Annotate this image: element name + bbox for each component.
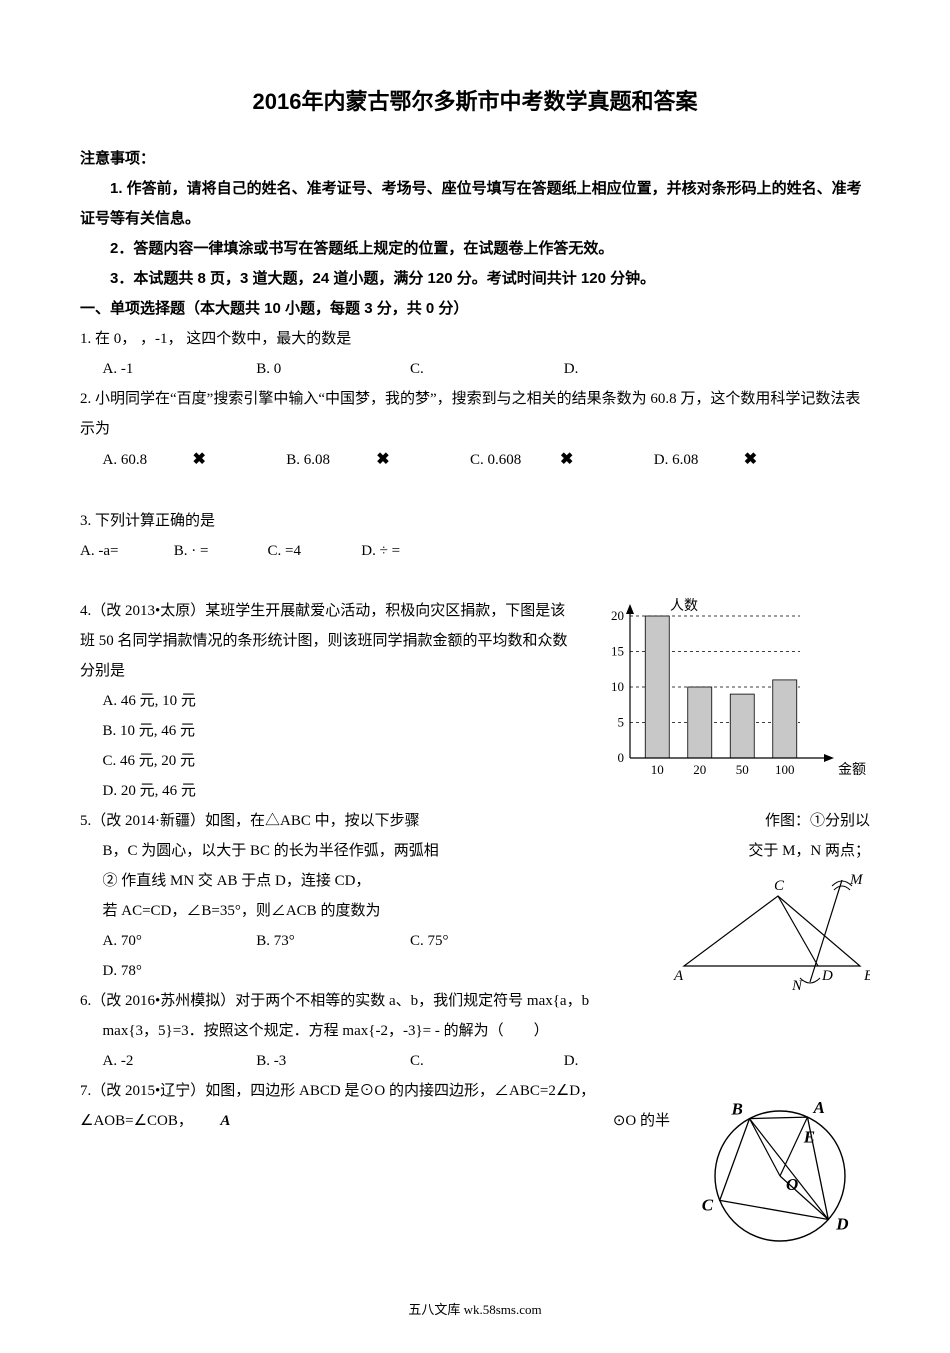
q2-text: 2. 小明同学在“百度”搜索引擎中输入“中国梦，我的梦”，搜索到与之相关的结果条… — [80, 384, 870, 444]
q3-opt-d: D. ÷ = — [361, 536, 451, 566]
triangle-figure: A B C D M N — [670, 866, 870, 1007]
svg-text:B: B — [864, 968, 870, 984]
q2-options: A. 60.8✖ B. 6.08✖ C. 0.608✖ D. 6.08✖ — [80, 444, 870, 476]
q3-opt-b: B. · = — [174, 536, 264, 566]
notes-header: 注意事项： — [80, 144, 870, 174]
svg-text:100: 100 — [775, 762, 795, 777]
q3-text: 3. 下列计算正确的是 — [80, 506, 870, 536]
multiply-icon: ✖ — [744, 444, 834, 476]
q5-r1: 作图：①分别以 — [765, 806, 870, 836]
note-2: 2．答题内容一律填涂或书写在答题纸上规定的位置，在试题卷上作答无效。 — [80, 234, 870, 264]
multiply-icon: ✖ — [376, 444, 466, 476]
q5-opt-a: A. 70° — [103, 926, 253, 956]
svg-text:20: 20 — [611, 608, 624, 623]
q2-opt-b: B. 6.08✖ — [286, 444, 466, 476]
svg-text:金额（元）: 金额（元） — [838, 762, 870, 778]
q3-opt-c: C. =4 — [268, 536, 358, 566]
svg-text:C: C — [702, 1195, 714, 1214]
q5-opt-b: B. 73° — [256, 926, 406, 956]
bar-chart: 人数 0 5 10 15 20 10 20 50 100 金额（元） — [590, 596, 870, 797]
q3-opt-a: A. -a= — [80, 536, 170, 566]
circle-svg: A B C D O E — [680, 1076, 870, 1256]
q6-opt-a: A. -2 — [103, 1046, 253, 1076]
q1-opt-d: D. — [564, 354, 714, 384]
q5-opt-d: D. 78° — [103, 956, 253, 986]
q1-opt-c: C. — [410, 354, 560, 384]
q6-opt-b: B. -3 — [256, 1046, 406, 1076]
q7-text-right: ⊙O 的半 — [613, 1106, 670, 1136]
q5-line2: B，C 为圆心，以大于 BC 的长为半径作弧，两弧相 交于 M，N 两点； — [80, 836, 870, 866]
q6-opt-c: C. — [410, 1046, 560, 1076]
triangle-svg: A B C D M N — [670, 866, 870, 996]
q6-line2: max{3，5}=3．按照这个规定．方程 max{-2，-3}= - 的解为（ … — [80, 1016, 870, 1046]
svg-text:E: E — [803, 1128, 815, 1147]
doc-title: 2016年内蒙古鄂尔多斯市中考数学真题和答案 — [80, 80, 870, 124]
svg-text:D: D — [821, 968, 833, 984]
bar-chart-svg: 人数 0 5 10 15 20 10 20 50 100 金额（元） — [590, 596, 870, 786]
svg-text:B: B — [730, 1100, 742, 1119]
q2-opt-d: D. 6.08✖ — [654, 444, 834, 476]
q6-opt-d: D. — [564, 1046, 714, 1076]
circle-figure: A B C D O E — [680, 1076, 870, 1267]
note-1: 1. 作答前，请将自己的姓名、准考证号、考场号、座位号填写在答题纸上相应位置，并… — [80, 174, 870, 234]
multiply-icon: ✖ — [193, 444, 283, 476]
q1-options: A. -1 B. 0 C. D. — [80, 354, 870, 384]
svg-text:A: A — [673, 968, 684, 984]
svg-text:N: N — [791, 978, 803, 994]
svg-text:15: 15 — [611, 644, 624, 659]
q5-opt-c: C. 75° — [410, 926, 560, 956]
note-3: 3．本试题共 8 页，3 道大题，24 道小题，满分 120 分。考试时间共计 … — [80, 264, 870, 294]
svg-text:20: 20 — [693, 762, 706, 777]
q2-opt-c: C. 0.608✖ — [470, 444, 650, 476]
svg-text:人数: 人数 — [670, 598, 698, 614]
q6-options: A. -2 B. -3 C. D. — [80, 1046, 870, 1076]
svg-text:A: A — [812, 1098, 824, 1117]
footer: 五八文库 wk.58sms.com — [80, 1297, 870, 1323]
q5-line1: 5.（改 2014·新疆）如图，在△ABC 中，按以下步骤 作图：①分别以 — [80, 806, 870, 836]
q2-opt-a: A. 60.8✖ — [103, 444, 283, 476]
svg-text:C: C — [774, 878, 785, 894]
q7-label-a: A — [220, 1113, 230, 1129]
svg-text:D: D — [835, 1214, 848, 1233]
svg-text:O: O — [786, 1175, 798, 1194]
q5-l2: B，C 为圆心，以大于 BC 的长为半径作弧，两弧相 — [103, 843, 439, 859]
q1-text: 1. 在 0， ，-1， 这四个数中，最大的数是 — [80, 324, 870, 354]
multiply-icon: ✖ — [560, 444, 650, 476]
q1-opt-a: A. -1 — [103, 354, 253, 384]
q7-text-left: 7.（改 2015•辽宁）如图，四边形 ABCD 是⊙O 的内接四边形，∠ABC… — [80, 1083, 595, 1129]
q1-opt-b: B. 0 — [256, 354, 406, 384]
svg-text:0: 0 — [618, 750, 625, 765]
svg-text:10: 10 — [611, 679, 624, 694]
svg-text:5: 5 — [618, 715, 625, 730]
q5-r2: 交于 M，N 两点； — [748, 836, 870, 866]
svg-text:M: M — [849, 872, 864, 888]
svg-text:50: 50 — [736, 762, 749, 777]
q3-options: A. -a= B. · = C. =4 D. ÷ = — [80, 536, 870, 566]
section-1-header: 一、单项选择题（本大题共 10 小题，每题 3 分，共 0 分） — [80, 294, 870, 324]
q5-l1: 5.（改 2014·新疆）如图，在△ABC 中，按以下步骤 — [80, 813, 420, 829]
svg-text:10: 10 — [651, 762, 664, 777]
